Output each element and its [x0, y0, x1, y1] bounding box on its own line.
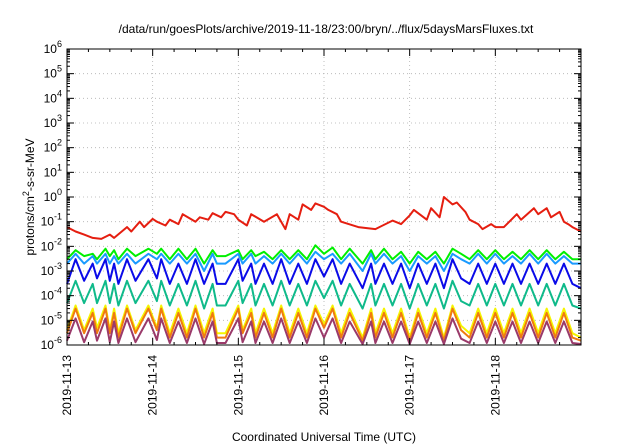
chart-title: /data/run/goesPlots/archive/2019-11-18/2… [119, 22, 534, 36]
y-axis: 10-6 10-5 10-4 10-3 10-2 10-1 100 101 102 103 104 1… [41, 39, 581, 352]
y-tick-label: 10-6 [41, 335, 62, 352]
x-tick-label: 2019-11-18 [488, 355, 502, 416]
series-line-3 [66, 250, 581, 272]
y-tick-label: 104 [44, 88, 62, 105]
series-lines [66, 196, 582, 345]
x-axis: 2019-11-13 2019-11-14 2019-11-15 2019-11-16… [60, 49, 561, 416]
y-tick-label: 100 [44, 187, 62, 204]
series-line-2 [66, 244, 581, 265]
grid [67, 49, 581, 345]
series-line-6 [66, 304, 582, 339]
x-tick-label: 2019-11-13 [60, 355, 74, 416]
x-tick-label: 2019-11-16 [317, 355, 331, 416]
x-tick-label: 2019-11-14 [146, 355, 160, 416]
y-tick-label: 10-4 [41, 286, 62, 303]
x-axis-label: Coordinated Universal Time (UTC) [232, 430, 416, 444]
y-tick-label: 101 [44, 162, 62, 179]
series-line-8 [66, 317, 582, 345]
x-tick-label: 2019-11-17 [403, 355, 417, 416]
y-tick-label: 10-5 [41, 310, 62, 327]
y-tick-label: 103 [44, 113, 62, 130]
y-tick-label: 105 [44, 64, 62, 81]
y-tick-label: 10-3 [41, 261, 62, 278]
series-line-1 [66, 196, 582, 240]
y-tick-label: 10-1 [41, 212, 62, 229]
series-line-4 [66, 258, 582, 290]
y-axis-label: protons/cm2-s-sr-MeV [21, 138, 37, 255]
series-line-5 [66, 279, 582, 310]
y-tick-label: 102 [44, 138, 62, 155]
x-tick-label: 2019-11-15 [231, 355, 245, 416]
y-tick-label: 106 [44, 39, 62, 56]
series-line-7 [66, 307, 582, 342]
y-tick-label: 10-2 [41, 236, 62, 253]
